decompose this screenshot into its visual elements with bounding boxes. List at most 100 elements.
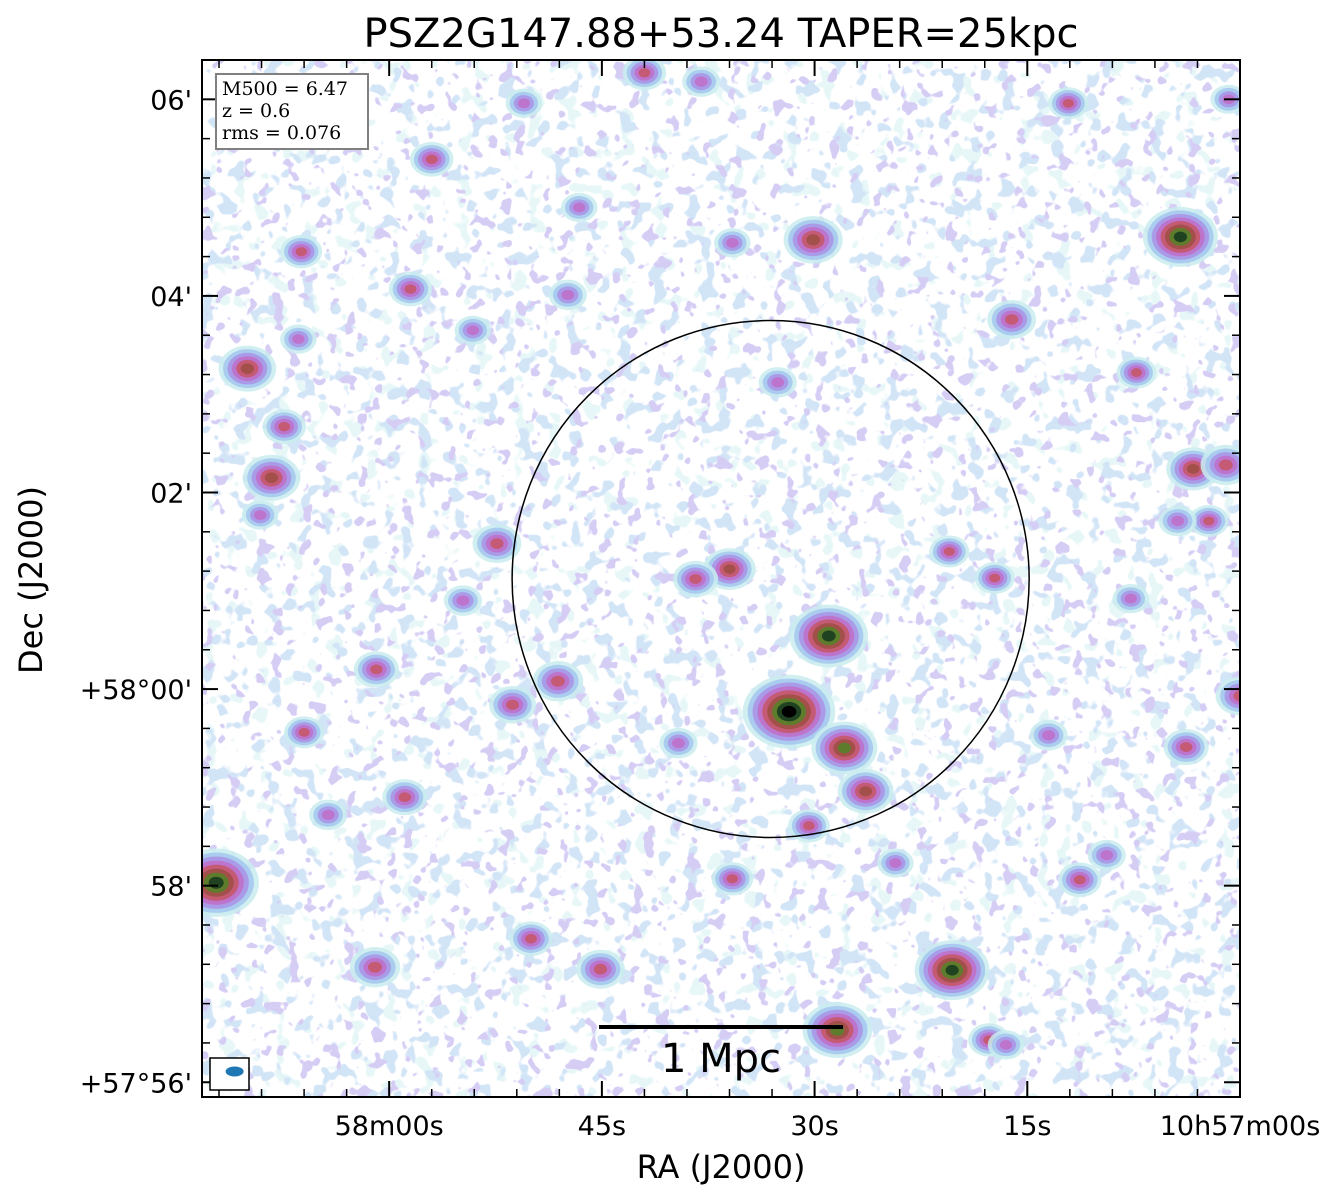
source-contour — [506, 699, 519, 710]
source-contour — [943, 547, 955, 556]
ticks-layer: 58m00s 45s 30s 15s 10h57m00s 06' 04' 02' +58°00'… — [80, 59, 1321, 1142]
radio-source — [409, 141, 454, 177]
source-contour — [573, 202, 586, 213]
source-contour — [368, 961, 382, 973]
radio-source — [914, 940, 990, 1001]
radio-source — [1163, 728, 1209, 766]
radio-source — [877, 848, 914, 878]
source-contour — [821, 630, 836, 642]
y-axis-label: Dec (J2000) — [12, 486, 50, 674]
sources-layer — [202, 60, 1240, 1060]
radio-source — [280, 324, 317, 354]
source-contour — [278, 421, 291, 432]
radio-source — [1087, 839, 1126, 871]
scale-bar-label: 1 Mpc — [661, 1036, 781, 1082]
info-rms: rms = 0.076 — [222, 122, 341, 144]
y-tick-label: +57°56' — [80, 1068, 192, 1099]
radio-source — [505, 88, 543, 118]
source-contour — [726, 237, 739, 248]
source-contour — [517, 98, 530, 109]
radio-source — [489, 686, 537, 724]
source-contour — [398, 792, 411, 803]
radio-source — [1116, 356, 1157, 389]
x-axis-label: RA (J2000) — [637, 1148, 806, 1186]
x-tick-label: 10h57m00s — [1160, 1111, 1321, 1142]
source-contour — [425, 154, 438, 164]
source-contour — [1100, 850, 1114, 861]
radio-source — [682, 66, 721, 97]
radio-source — [711, 862, 754, 896]
radio-source — [472, 524, 522, 564]
source-contour — [806, 234, 820, 246]
source-contour — [1203, 516, 1215, 526]
y-tick-label: 02' — [150, 478, 192, 509]
source-contour — [1187, 463, 1200, 474]
source-contour — [803, 821, 815, 831]
radio-source — [987, 1030, 1025, 1060]
radio-source — [382, 779, 428, 816]
info-m500: M500 = 6.47 — [222, 78, 348, 100]
source-contour — [1233, 690, 1240, 702]
radio-source — [703, 548, 756, 591]
source-contour — [726, 874, 739, 884]
radio-source — [284, 716, 325, 749]
source-contour — [999, 1040, 1013, 1050]
radio-source — [576, 949, 625, 989]
source-contour — [889, 858, 902, 868]
source-contour — [370, 664, 383, 675]
source-contour — [1124, 593, 1137, 604]
source-contour — [321, 809, 335, 820]
radio-source — [714, 228, 751, 258]
source-contour — [1062, 98, 1074, 108]
radio-source — [349, 947, 401, 988]
source-contour — [1005, 314, 1019, 325]
source-contour — [456, 595, 470, 606]
x-tick-label: 30s — [790, 1111, 838, 1142]
radio-source — [454, 315, 492, 345]
x-tick-label: 15s — [1003, 1111, 1051, 1142]
radio-source — [1158, 505, 1197, 537]
source-contour — [989, 573, 1001, 583]
y-tick-label: 06' — [150, 85, 192, 116]
beam-ellipse — [225, 1066, 244, 1077]
radio-source — [202, 848, 259, 917]
axes-frame — [201, 59, 1241, 1098]
source-contour — [859, 786, 873, 797]
source-contour — [208, 876, 224, 889]
source-contour — [466, 325, 479, 336]
y-tick-label: 58' — [150, 872, 192, 903]
x-tick-label: 45s — [578, 1111, 626, 1142]
source-contour — [945, 964, 959, 976]
radio-source — [758, 367, 797, 398]
source-contour — [292, 334, 305, 345]
radio-source — [811, 721, 878, 775]
info-redshift: z = 0.6 — [222, 100, 290, 122]
source-contour — [1173, 231, 1188, 243]
source-contour — [264, 472, 279, 484]
r500-circle — [511, 319, 1030, 839]
radio-source — [783, 216, 843, 264]
source-contour — [295, 247, 307, 257]
source-contour — [1179, 742, 1193, 752]
radio-source — [974, 562, 1015, 595]
source-contour — [723, 564, 736, 574]
radio-source — [622, 60, 667, 91]
source-contour — [593, 963, 608, 975]
radio-source — [802, 1002, 873, 1059]
radio-source — [659, 727, 698, 759]
radio-source — [1048, 87, 1089, 120]
source-contour — [254, 510, 267, 521]
radio-source — [742, 674, 836, 749]
radio-source — [443, 585, 483, 616]
radio-source — [353, 651, 400, 688]
y-tick-label: +58°00' — [80, 675, 192, 706]
source-contour — [1042, 730, 1055, 741]
radio-source — [1057, 862, 1102, 898]
source-contour — [490, 538, 504, 549]
radio-source — [218, 345, 277, 392]
chart-title: PSZ2G147.88+53.24 TAPER=25kpc — [364, 11, 1079, 57]
radio-source — [788, 809, 830, 843]
source-contour — [561, 289, 575, 301]
info-box: M500 = 6.47 z = 0.6 rms = 0.076 — [215, 73, 369, 150]
